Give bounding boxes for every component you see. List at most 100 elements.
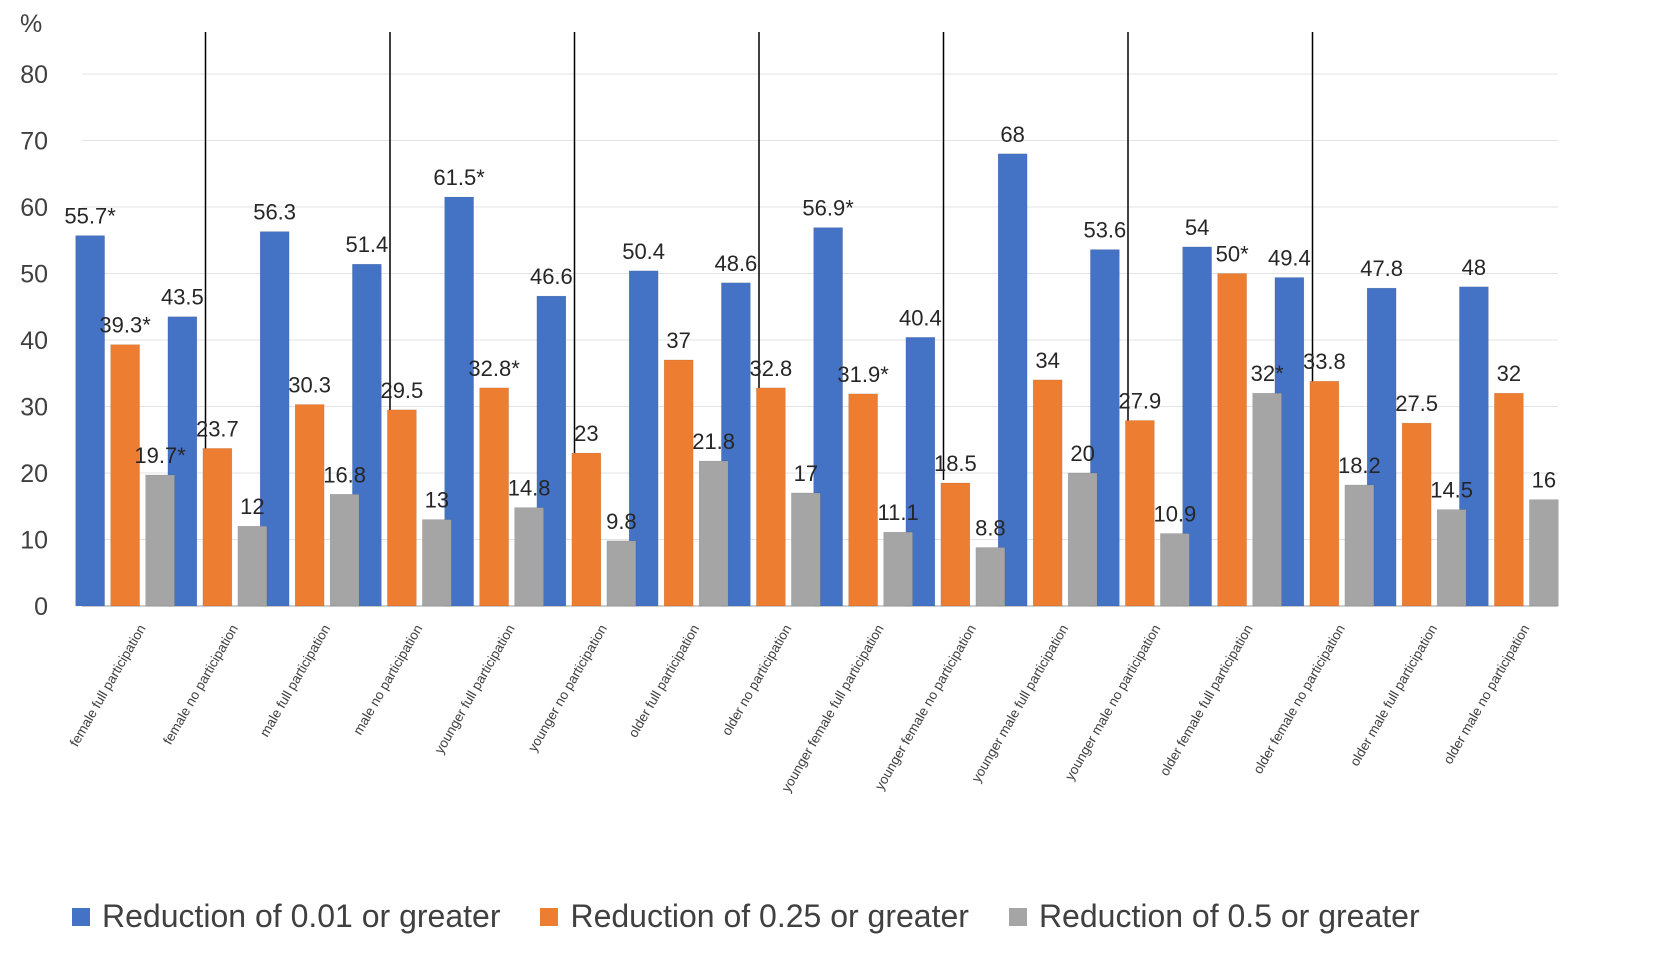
y-tick-label: 60	[20, 194, 48, 222]
bar	[1344, 484, 1375, 607]
category-label: female no participation	[160, 622, 241, 747]
category-label: older no participation	[719, 622, 795, 738]
category-label: older full participation	[625, 622, 702, 740]
bar	[1309, 380, 1340, 607]
data-label: 61.5*	[433, 165, 485, 190]
y-tick-label: 30	[20, 394, 48, 422]
data-label: 47.8	[1360, 256, 1403, 281]
bar	[1217, 273, 1247, 607]
data-label: 23.7	[196, 416, 239, 441]
data-label: 14.5	[1430, 478, 1473, 503]
legend-label: Reduction of 0.5 or greater	[1038, 898, 1420, 934]
data-label: 13	[425, 488, 449, 513]
data-label: 48	[1462, 255, 1486, 280]
y-tick-label: 0	[34, 593, 48, 621]
bar	[1032, 379, 1063, 607]
data-label: 21.8	[692, 429, 735, 454]
data-label: 9.8	[606, 509, 637, 534]
data-label: 10.9	[1153, 502, 1196, 527]
legend-label: Reduction of 0.01 or greater	[102, 898, 501, 934]
bar	[1067, 472, 1098, 607]
category-label: older female no participation	[1250, 622, 1348, 776]
y-axis-label: %	[20, 10, 42, 38]
data-label: 48.6	[714, 251, 757, 276]
bar	[387, 409, 417, 607]
bar	[791, 492, 821, 607]
bar	[329, 494, 360, 607]
bar	[1160, 533, 1190, 607]
data-label: 33.8	[1303, 349, 1346, 374]
data-label: 31.9*	[837, 362, 889, 387]
data-label: 56.9*	[802, 196, 854, 221]
data-label: 68	[1000, 122, 1024, 147]
data-label: 30.3	[288, 373, 331, 398]
data-label: 56.3	[253, 200, 296, 225]
data-label: 54	[1185, 215, 1209, 240]
bar	[571, 452, 602, 607]
legend-item-series-1: Reduction of 0.01 or greater	[72, 898, 500, 935]
data-label: 43.5	[161, 285, 204, 310]
category-label: female full participation	[67, 622, 149, 749]
y-tick-label: 10	[20, 527, 48, 555]
bar	[848, 393, 878, 607]
category-label: younger female no participation	[872, 622, 979, 793]
data-label: 51.4	[345, 232, 388, 257]
data-label: 8.8	[975, 515, 1006, 540]
data-label: 16	[1532, 468, 1556, 493]
data-label: 34	[1035, 348, 1059, 373]
category-label: older male full participation	[1347, 622, 1440, 769]
legend: Reduction of 0.01 or greater Reduction o…	[72, 898, 1460, 935]
data-label: 32.8	[749, 356, 792, 381]
data-label: 17	[794, 461, 818, 486]
bar	[756, 387, 786, 607]
bar	[1436, 509, 1467, 607]
bar	[75, 235, 105, 607]
category-label: younger female full participation	[778, 622, 886, 795]
bar	[606, 540, 637, 607]
bar	[975, 547, 1006, 607]
bar	[514, 507, 544, 607]
y-tick-label: 80	[20, 61, 48, 89]
bar	[663, 359, 694, 607]
data-label: 29.5	[380, 378, 423, 403]
legend-item-series-2: Reduction of 0.25 or greater	[540, 898, 969, 935]
bar	[202, 448, 233, 607]
bars	[75, 153, 1559, 607]
data-label: 32.8*	[468, 356, 520, 381]
data-label: 18.2	[1338, 453, 1381, 478]
data-labels: 55.7* 43.5 56.3 51.4 61.5* 46.6 50.4 48.6 56.9* 4…	[64, 122, 1556, 541]
y-tick-label: 20	[20, 460, 48, 488]
bar	[997, 153, 1028, 607]
data-label: 53.6	[1083, 218, 1126, 243]
bar	[1494, 392, 1524, 607]
category-label: male full participation	[257, 622, 333, 739]
bar	[237, 525, 268, 607]
bar	[444, 196, 474, 607]
data-label: 32*	[1251, 361, 1284, 386]
data-label: 40.4	[899, 305, 942, 330]
category-label: younger male full participation	[969, 622, 1072, 785]
bar	[422, 519, 452, 607]
category-label: younger male no participation	[1062, 622, 1164, 783]
bar	[1252, 392, 1282, 607]
data-label: 27.5	[1395, 391, 1438, 416]
bar	[698, 460, 729, 607]
data-label: 12	[240, 494, 264, 519]
data-label: 27.9	[1118, 388, 1161, 413]
data-label: 18.5	[934, 451, 977, 476]
data-label: 50.4	[622, 239, 665, 264]
bar	[294, 404, 325, 607]
category-label: younger no participation	[525, 622, 610, 754]
data-label: 32	[1497, 361, 1521, 386]
legend-swatch	[72, 907, 90, 926]
data-label: 46.6	[530, 264, 573, 289]
y-tick-label: 40	[20, 327, 48, 355]
data-label: 49.4	[1268, 245, 1311, 270]
category-labels: female full participation female no parti…	[67, 622, 1533, 795]
data-label: 37	[666, 328, 690, 353]
data-label: 39.3*	[99, 313, 151, 338]
y-tick-label: 50	[20, 261, 48, 289]
category-label: male no participation	[350, 622, 425, 737]
legend-item-series-3: Reduction of 0.5 or greater	[1008, 898, 1420, 935]
